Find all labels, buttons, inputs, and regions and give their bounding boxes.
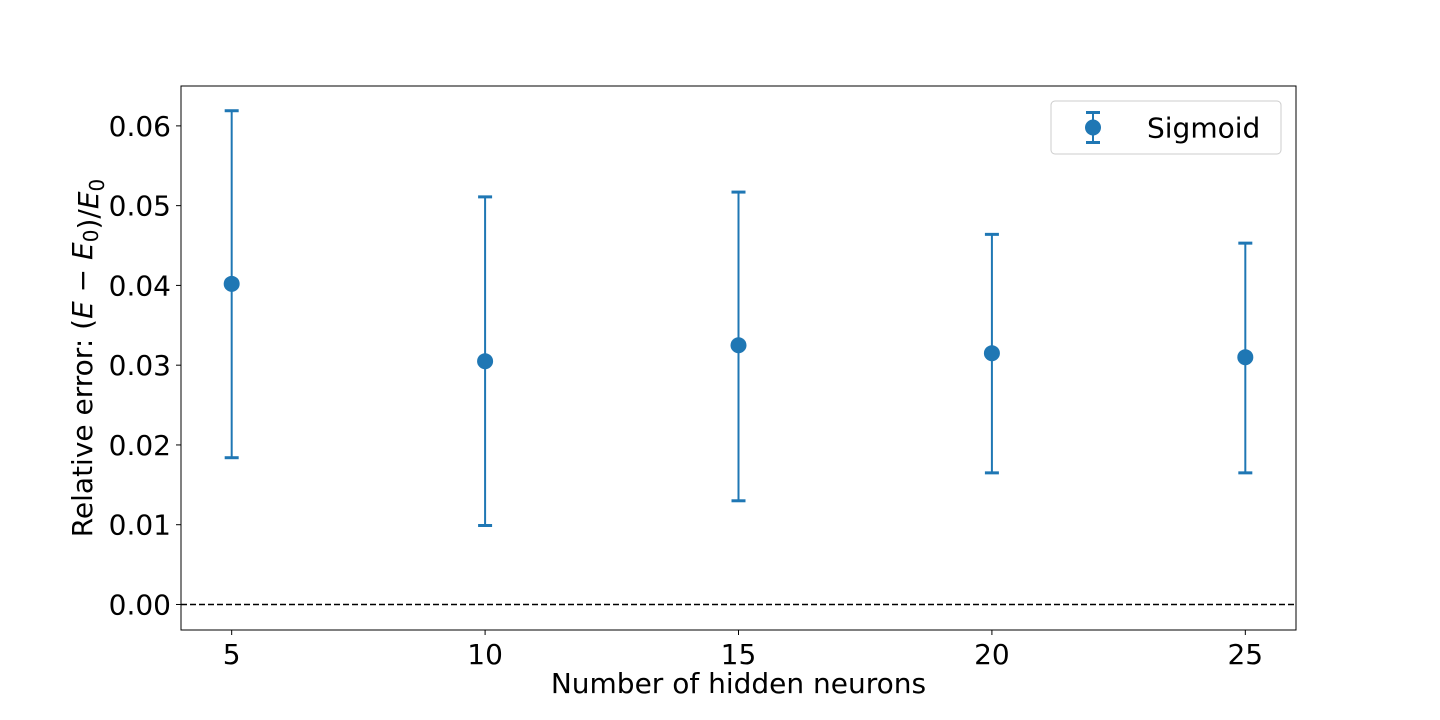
data-point (1237, 349, 1254, 366)
y-tick-label: 0.06 (109, 110, 171, 143)
x-tick-label: 25 (1227, 638, 1263, 671)
series-layer (223, 109, 1254, 528)
data-point (477, 353, 494, 370)
legend-label: Sigmoid (1147, 112, 1260, 145)
y-tick-label: 0.05 (109, 190, 171, 223)
data-point (983, 345, 1000, 362)
x-tick-label: 10 (467, 638, 503, 671)
y-axis-label: Relative error: (E − E0)/E0 (66, 179, 109, 538)
y-tick-label: 0.02 (109, 429, 171, 462)
x-tick-label: 5 (223, 638, 241, 671)
legend-marker-point (1085, 119, 1101, 136)
y-tick-label: 0.03 (109, 349, 171, 382)
x-axis-label: Number of hidden neurons (551, 667, 926, 700)
x-tick-label: 20 (974, 638, 1010, 671)
y-tick-label: 0.01 (109, 509, 171, 542)
y-axis: 0.00 0.01 0.02 0.03 0.04 0.05 0.06 (109, 110, 181, 621)
y-tick-label: 0.00 (109, 588, 171, 621)
data-point (223, 275, 240, 292)
x-tick-label: 15 (721, 638, 757, 671)
legend-box (1050, 100, 1282, 155)
x-axis: 5 10 15 20 25 (223, 630, 1263, 671)
y-tick-label: 0.04 (109, 269, 171, 302)
data-point (730, 337, 747, 354)
legend: Sigmoid (1050, 100, 1282, 155)
